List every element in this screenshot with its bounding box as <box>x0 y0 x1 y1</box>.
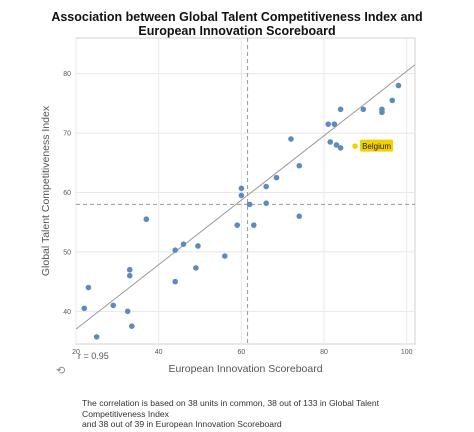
data-point <box>195 243 201 249</box>
data-point <box>172 247 179 253</box>
data-point <box>234 222 241 228</box>
data-point <box>180 241 187 247</box>
data-point <box>263 183 269 190</box>
data-point <box>238 192 245 199</box>
highlight-point <box>352 143 358 149</box>
data-point <box>126 266 133 273</box>
data-point <box>395 82 402 89</box>
data-point <box>360 106 367 113</box>
chart-title: Association between Global Talent Compet… <box>0 10 474 38</box>
data-point <box>250 222 257 228</box>
data-point <box>126 272 133 279</box>
data-point <box>273 174 280 181</box>
x-tick-label: 80 <box>320 349 328 356</box>
data-point <box>81 305 88 312</box>
data-point <box>129 323 135 329</box>
correlation-label: r = 0.95 <box>78 351 109 361</box>
data-point <box>288 136 294 142</box>
data-point <box>193 265 199 271</box>
x-tick-label: 60 <box>237 349 245 356</box>
data-point <box>337 106 344 113</box>
data-point <box>222 253 228 259</box>
y-tick-label: 60 <box>63 190 71 197</box>
data-point <box>327 139 334 145</box>
highlight-label-box <box>360 139 394 152</box>
highlight-label: Belgium <box>362 142 391 151</box>
chart-title-line-1: Association between Global Talent Compet… <box>51 10 423 24</box>
data-point <box>238 185 245 192</box>
data-point <box>172 278 179 285</box>
x-axis-label: European Innovation Scoreboard <box>168 363 322 375</box>
data-point <box>379 106 385 113</box>
data-point <box>263 200 269 206</box>
data-point <box>124 308 131 315</box>
data-point <box>331 121 338 127</box>
regression-line <box>76 64 415 330</box>
y-tick-label: 70 <box>63 131 71 138</box>
correlation-note: The correlation is based on 38 units in … <box>82 398 422 430</box>
data-point <box>143 216 150 223</box>
data-point <box>296 162 303 169</box>
x-tick-label: 20 <box>72 349 80 356</box>
data-point <box>110 302 117 309</box>
x-tick-label: 40 <box>155 349 163 356</box>
data-point <box>85 284 92 291</box>
note-line-2: and 38 out of 39 in European Innovation … <box>82 419 282 429</box>
data-point <box>325 121 331 127</box>
data-point <box>296 213 303 220</box>
refresh-icon[interactable]: ⟲ <box>56 365 66 377</box>
data-point <box>246 201 253 208</box>
y-tick-label: 40 <box>63 309 71 316</box>
chart-title-line-2: European Innovation Scoreboard <box>138 24 336 38</box>
note-line-1: The correlation is based on 38 units in … <box>82 398 379 419</box>
data-point <box>333 142 340 148</box>
data-point <box>93 334 100 340</box>
y-axis-label: Global Talent Competitiveness Index <box>40 105 52 276</box>
data-point <box>337 145 344 151</box>
data-point <box>389 97 396 104</box>
y-tick-label: 50 <box>63 249 71 256</box>
y-tick-label: 80 <box>63 71 71 78</box>
plot-area <box>75 37 416 345</box>
x-tick-label: 100 <box>401 349 413 356</box>
